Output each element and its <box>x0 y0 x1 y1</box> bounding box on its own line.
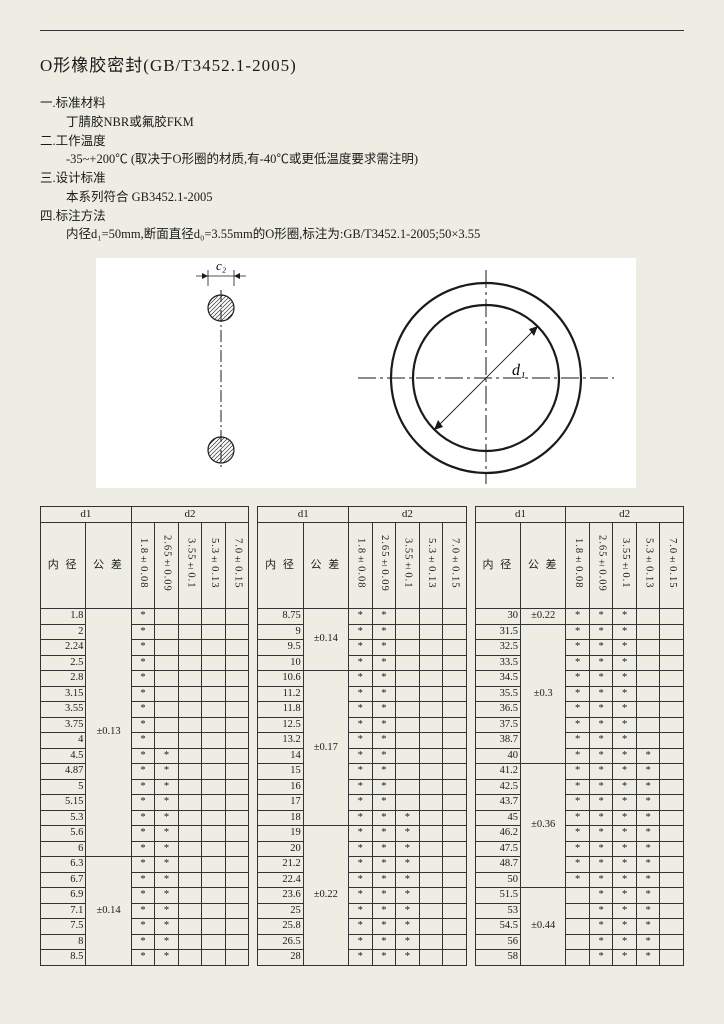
table-row: 3.15* <box>41 686 249 702</box>
table-row: 58*** <box>475 950 683 966</box>
table-row: 8.5** <box>41 950 249 966</box>
table-row: 6.3±0.14** <box>41 857 249 873</box>
table-row: 11.8** <box>258 702 466 718</box>
table-row: 18*** <box>258 810 466 826</box>
table-row: 4.87** <box>41 764 249 780</box>
table-row: 38.7*** <box>475 733 683 749</box>
table-row: 14** <box>258 748 466 764</box>
table-row: 43.7**** <box>475 795 683 811</box>
diagram: c₂ d₁ <box>96 258 636 488</box>
d2-label: c₂ <box>216 258 227 273</box>
table-row: 2.5* <box>41 655 249 671</box>
spec-heading: 二.工作温度 <box>40 132 684 151</box>
table-row: 17** <box>258 795 466 811</box>
table-row: 19±0.22*** <box>258 826 466 842</box>
table-row: 40**** <box>475 748 683 764</box>
table-row: 9** <box>258 624 466 640</box>
table-row: 5** <box>41 779 249 795</box>
page-title: O形橡胶密封(GB/T3452.1-2005) <box>40 51 684 76</box>
table-row: 48.7**** <box>475 857 683 873</box>
table-row: 8.75±0.14** <box>258 609 466 625</box>
table-row: 21.2*** <box>258 857 466 873</box>
table-row: 35.5*** <box>475 686 683 702</box>
table-row: 4* <box>41 733 249 749</box>
spec-body: 丁腈胶NBR或氟胶FKM <box>40 113 684 132</box>
specs-block: 一.标准材料丁腈胶NBR或氟胶FKM二.工作温度-35~+200℃ (取决于O形… <box>40 94 684 244</box>
table-row: 11.2** <box>258 686 466 702</box>
table-row: 47.5**** <box>475 841 683 857</box>
table-row: 30±0.22*** <box>475 609 683 625</box>
spec-heading: 三.设计标准 <box>40 169 684 188</box>
table-row: 10.6±0.17** <box>258 671 466 687</box>
table-row: 41.2±0.36**** <box>475 764 683 780</box>
table-row: 56*** <box>475 934 683 950</box>
table-row: 36.5*** <box>475 702 683 718</box>
data-tables: d1d2内 径公 差1.8±0.082.65±0.093.55±0.15.3±0… <box>40 506 684 966</box>
spec-heading: 一.标准材料 <box>40 94 684 113</box>
d1-label: d₁ <box>512 362 526 379</box>
table-row: 5.15** <box>41 795 249 811</box>
table-row: 3.75* <box>41 717 249 733</box>
table-row: 8** <box>41 934 249 950</box>
table-row: 1.8±0.13* <box>41 609 249 625</box>
table-row: 50**** <box>475 872 683 888</box>
table-row: 6.7** <box>41 872 249 888</box>
table-row: 9.5** <box>258 640 466 656</box>
table-row: 3.55* <box>41 702 249 718</box>
table-row: 31.5±0.3*** <box>475 624 683 640</box>
table-row: 2* <box>41 624 249 640</box>
table-row: 51.5±0.44*** <box>475 888 683 904</box>
table-row: 28*** <box>258 950 466 966</box>
spec-heading: 四.标注方法 <box>40 207 684 226</box>
table-row: 10** <box>258 655 466 671</box>
table-row: 46.2**** <box>475 826 683 842</box>
table-row: 26.5*** <box>258 934 466 950</box>
table-row: 34.5*** <box>475 671 683 687</box>
table-row: 25.8*** <box>258 919 466 935</box>
table-row: 33.5*** <box>475 655 683 671</box>
table-row: 4.5** <box>41 748 249 764</box>
table-row: 25*** <box>258 903 466 919</box>
table-row: 23.6*** <box>258 888 466 904</box>
spec-table: d1d2内 径公 差1.8±0.082.65±0.093.55±0.15.3±0… <box>475 506 684 966</box>
spec-body: -35~+200℃ (取决于O形圈的材质,有-40℃或更低温度要求需注明) <box>40 150 684 169</box>
table-row: 45**** <box>475 810 683 826</box>
spec-table: d1d2内 径公 差1.8±0.082.65±0.093.55±0.15.3±0… <box>257 506 466 966</box>
table-row: 2.8* <box>41 671 249 687</box>
table-row: 7.1** <box>41 903 249 919</box>
table-row: 2.24* <box>41 640 249 656</box>
top-rule <box>40 30 684 31</box>
table-row: 7.5** <box>41 919 249 935</box>
spec-body: 本系列符合 GB3452.1-2005 <box>40 188 684 207</box>
table-row: 32.5*** <box>475 640 683 656</box>
table-row: 22.4*** <box>258 872 466 888</box>
spec-table: d1d2内 径公 差1.8±0.082.65±0.093.55±0.15.3±0… <box>40 506 249 966</box>
spec-body: 内径d₁=50mm,断面直径d₀=3.55mm的O形圈,标注为:GB/T3452… <box>40 225 684 244</box>
table-row: 6** <box>41 841 249 857</box>
table-row: 13.2** <box>258 733 466 749</box>
table-row: 5.6** <box>41 826 249 842</box>
table-row: 5.3** <box>41 810 249 826</box>
table-row: 6.9** <box>41 888 249 904</box>
table-row: 54.5*** <box>475 919 683 935</box>
table-row: 53*** <box>475 903 683 919</box>
table-row: 12.5** <box>258 717 466 733</box>
table-row: 42.5**** <box>475 779 683 795</box>
table-row: 20*** <box>258 841 466 857</box>
table-row: 37.5*** <box>475 717 683 733</box>
table-row: 15** <box>258 764 466 780</box>
table-row: 16** <box>258 779 466 795</box>
